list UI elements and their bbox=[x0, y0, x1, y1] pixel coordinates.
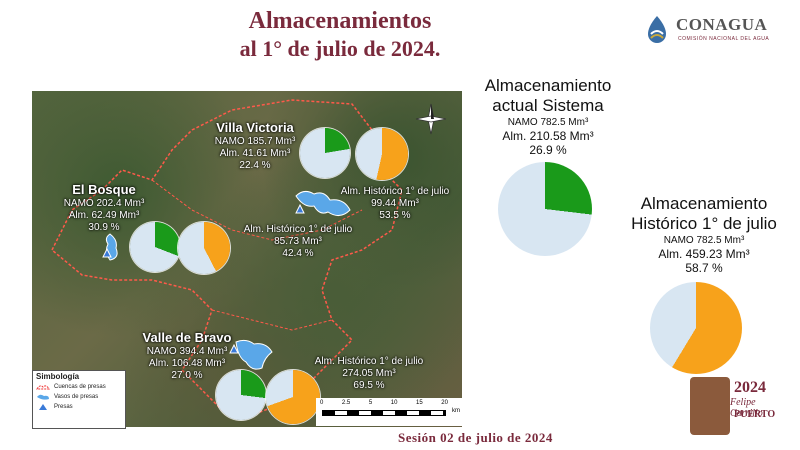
system-alm: Alm. 210.58 Mm³ bbox=[502, 128, 594, 143]
legend-title: Simbología bbox=[36, 372, 80, 381]
system-title-line-1: Almacenamiento bbox=[484, 76, 612, 95]
villa-victoria-current-pie bbox=[300, 128, 350, 178]
villa-victoria-label: Villa Victoria NAMO 185.7 Mm³ Alm. 41.61… bbox=[200, 120, 310, 172]
valle-de-bravo-label: Valle de Bravo NAMO 394.4 Mm³ Alm. 106.4… bbox=[132, 330, 242, 382]
el-bosque-label: El Bosque NAMO 202.4 Mm³ Alm. 62.49 Mm³ … bbox=[56, 182, 152, 234]
reservoir-name: El Bosque bbox=[72, 182, 136, 197]
reservoir-alm: Alm. 106.48 Mm³ bbox=[148, 357, 226, 369]
villa-victoria-historic-pie bbox=[356, 128, 408, 180]
basin-outline bbox=[32, 90, 462, 416]
dam-marker-icon bbox=[102, 248, 112, 258]
logo-subtitle: COMISIÓN NACIONAL DEL AGUA bbox=[678, 36, 770, 42]
reservoir-name: Villa Victoria bbox=[216, 120, 294, 135]
reservoir-namo: NAMO 185.7 Mm³ bbox=[214, 135, 296, 147]
reservoir-name: Valle de Bravo bbox=[142, 330, 232, 345]
valle-de-bravo-current-pie bbox=[216, 370, 266, 420]
legend-item: Vasos de presas bbox=[33, 392, 125, 402]
el-bosque-historic-pie bbox=[178, 222, 230, 274]
conagua-logo: CONAGUA COMISIÓN NACIONAL DEL AGUA bbox=[640, 12, 790, 48]
lake-villa-victoria bbox=[295, 190, 351, 216]
historic-value: 274.05 Mm³ bbox=[342, 368, 396, 379]
historic-label: Alm. Histórico 1° de julio bbox=[243, 224, 353, 235]
system-namo: NAMO 782.5 Mm³ bbox=[507, 116, 589, 128]
historic-namo: NAMO 782.5 Mm³ bbox=[663, 234, 745, 246]
system-title-line-2: actual Sistema bbox=[492, 96, 604, 116]
title-line-1: Almacenamientos bbox=[248, 8, 432, 34]
scale-tick: 0 bbox=[320, 400, 324, 406]
conagua-mark-icon bbox=[648, 16, 666, 43]
historic-label: Alm. Histórico 1° de julio bbox=[340, 186, 450, 197]
dam-marker-icon bbox=[295, 204, 305, 214]
logo-name: CONAGUA bbox=[676, 15, 768, 34]
dam-marker-icon bbox=[229, 344, 239, 354]
felipe-carrillo-puerto-logo: 2024 Felipe Carrillo PUERTO bbox=[690, 377, 790, 437]
historic-value: 85.73 Mm³ bbox=[274, 236, 322, 247]
historic-value: 99.44 Mm³ bbox=[371, 198, 419, 209]
historic-pct: 42.4 % bbox=[282, 248, 314, 259]
scale-tick: 2.5 bbox=[341, 400, 351, 406]
system-storage-panel: Almacenamiento actual Sistema NAMO 782.5… bbox=[468, 76, 628, 158]
scale-tick: 5 bbox=[368, 400, 373, 406]
valle-de-bravo-historic-pie bbox=[266, 370, 320, 424]
historic-label: Alm. Histórico 1° de julio bbox=[314, 356, 424, 367]
scale-tick: 10 bbox=[390, 400, 398, 406]
basin-symbol-icon bbox=[36, 385, 50, 390]
system-storage-pie bbox=[498, 162, 592, 256]
historic-storage-pie bbox=[650, 282, 742, 374]
scale-unit: km bbox=[452, 408, 460, 414]
brand-year: 2024 bbox=[734, 379, 766, 396]
historic-alm: Alm. 459.23 Mm³ bbox=[658, 246, 750, 261]
brand-surname: PUERTO bbox=[734, 409, 776, 420]
lake-symbol-icon bbox=[37, 394, 49, 400]
historic-title-line-1: Almacenamiento bbox=[640, 194, 768, 213]
reservoir-alm: Alm. 62.49 Mm³ bbox=[68, 209, 140, 221]
reservoir-alm: Alm. 41.61 Mm³ bbox=[219, 147, 291, 159]
reservoir-pct: 30.9 % bbox=[88, 221, 120, 233]
historic-pct: 53.5 % bbox=[379, 210, 411, 221]
historic-pct: 58.7 % bbox=[685, 261, 723, 276]
system-pct: 26.9 % bbox=[529, 143, 567, 158]
scale-tick: 15 bbox=[416, 400, 423, 406]
title-line-2: al 1° de julio de 2024. bbox=[239, 35, 441, 61]
historic-title-line-2: Histórico 1° de julio bbox=[631, 214, 777, 234]
scale-tick: 20 bbox=[441, 400, 448, 406]
reservoir-pct: 27.0 % bbox=[171, 369, 203, 381]
reservoir-namo: NAMO 202.4 Mm³ bbox=[63, 197, 145, 209]
historic-pct: 69.5 % bbox=[353, 380, 385, 391]
dam-symbol-icon bbox=[39, 404, 47, 410]
legend-item: Presas bbox=[33, 402, 125, 412]
villa-victoria-historic-label: Alm. Histórico 1° de julio 99.44 Mm³ 53.… bbox=[328, 186, 462, 222]
portrait-icon bbox=[690, 377, 730, 435]
reservoir-pct: 22.4 % bbox=[239, 159, 271, 171]
legend-item-label: Vasos de presas bbox=[54, 394, 99, 400]
el-bosque-historic-label: Alm. Histórico 1° de julio 85.73 Mm³ 42.… bbox=[228, 224, 368, 260]
historic-storage-panel: Almacenamiento Histórico 1° de julio NAM… bbox=[616, 194, 792, 276]
reservoir-namo: NAMO 394.4 Mm³ bbox=[146, 345, 228, 357]
session-date: Sesión 02 de julio de 2024 bbox=[398, 430, 553, 445]
page-title: Almacenamientos al 1° de julio de 2024. bbox=[150, 8, 530, 61]
legend-item-label: Cuencas de presas bbox=[54, 384, 106, 390]
lake-valle-de-bravo bbox=[235, 339, 273, 370]
scale-bar: 0 2.5 5 10 15 20 km bbox=[316, 398, 462, 426]
north-arrow-icon bbox=[415, 103, 447, 135]
map-legend: Simbología Cuencas de presas Vasos de pr… bbox=[32, 370, 126, 429]
valle-de-bravo-historic-label: Alm. Histórico 1° de julio 274.05 Mm³ 69… bbox=[302, 356, 436, 392]
el-bosque-current-pie bbox=[130, 222, 180, 272]
legend-item-label: Presas bbox=[54, 404, 73, 410]
legend-item: Cuencas de presas bbox=[33, 382, 125, 392]
brand-name: Felipe Carrillo bbox=[730, 397, 763, 419]
